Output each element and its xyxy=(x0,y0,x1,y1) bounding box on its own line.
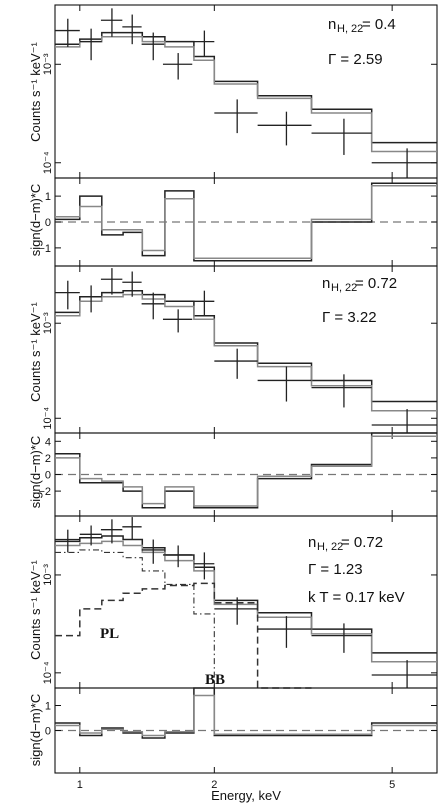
data-point xyxy=(214,597,258,625)
y-tick-label: 1 xyxy=(45,191,51,203)
y-tick-label: 2 xyxy=(45,453,51,465)
annotation-panel-3: n H, 22 = 0.72 Γ = 1.23 k T = 0.17 keV P… xyxy=(100,534,405,688)
y-tick-label: −2 xyxy=(38,486,51,498)
data-point xyxy=(193,30,215,57)
y-tick-label: 10⁻⁴ xyxy=(42,661,54,684)
nh-symbol: n xyxy=(308,534,316,551)
data-point xyxy=(257,366,312,402)
y-tick-label: 10⁻⁴ xyxy=(42,407,54,430)
data-point xyxy=(55,529,80,553)
model-line-1 xyxy=(55,540,437,663)
data-point xyxy=(79,285,102,313)
nh-symbol: n xyxy=(322,275,330,292)
x-axis-label: Energy, keV xyxy=(211,788,281,803)
nh-subscript: H, 22 xyxy=(331,282,357,294)
gamma-value: Γ = 1.23 xyxy=(308,561,363,578)
y-tick-label: −1 xyxy=(38,243,51,255)
nh-symbol: n xyxy=(328,16,336,33)
data-point xyxy=(162,309,193,333)
annotation-panel-2: n H, 22 = 0.72 Γ = 3.22 xyxy=(322,275,397,326)
data-point xyxy=(214,348,258,379)
y-tick-label: 1 xyxy=(45,701,51,713)
model-line-1 xyxy=(55,293,437,412)
data-point xyxy=(371,409,437,433)
gamma-value: Γ = 3.22 xyxy=(322,309,377,326)
data-point xyxy=(214,99,258,134)
power-law-component-line-2 xyxy=(55,582,312,689)
data-point xyxy=(141,292,165,320)
gamma-value: Γ = 2.59 xyxy=(328,51,383,68)
data-point xyxy=(100,8,123,37)
y-tick-label: 0 xyxy=(45,217,51,229)
residual-line-1 xyxy=(55,694,437,737)
y-tick-label: 0 xyxy=(45,470,51,482)
data-point xyxy=(257,111,312,146)
y-tick-label: 4 xyxy=(45,436,51,448)
data-point xyxy=(162,545,193,568)
y-tick-label: 0 xyxy=(45,726,51,738)
data-point xyxy=(311,374,372,408)
x-tick-label: 5 xyxy=(389,779,395,791)
y-axis-label-residuals-1: sign(d−m)*C xyxy=(28,184,43,257)
nh-value: = 0.72 xyxy=(341,534,383,551)
data-point xyxy=(193,290,215,316)
data-point xyxy=(100,268,123,295)
model-line-1 xyxy=(55,36,437,153)
data-point xyxy=(371,660,437,688)
panel-spectrum-2: 10⁻³ 10⁻⁴ xyxy=(42,265,438,434)
data-point xyxy=(257,616,312,648)
y-tick-label: 10⁻³ xyxy=(42,564,54,586)
annotation-panel-1: n H, 22 = 0.4 Γ = 2.59 xyxy=(328,16,396,68)
data-point xyxy=(141,32,165,61)
data-point xyxy=(79,28,102,61)
x-tick-label: 1 xyxy=(77,779,83,791)
y-axis-label-residuals-2: sign(d−m)*C xyxy=(28,436,43,509)
nh-subscript: H, 22 xyxy=(337,23,363,35)
y-tick-label: 10⁻³ xyxy=(42,53,54,75)
y-axis-label-residuals-3: sign(d−m)*C xyxy=(28,694,43,767)
panel-residuals-2: 4 2 0 −2 xyxy=(38,432,438,517)
data-point xyxy=(162,53,193,80)
data-point xyxy=(100,519,123,544)
data-point xyxy=(79,525,102,546)
nh-value: = 0.72 xyxy=(355,275,397,292)
y-axis-label-spectrum-1: Counts s⁻¹ keV⁻¹ xyxy=(28,41,43,141)
data-point xyxy=(141,539,165,564)
y-axis-label-spectrum-2: Counts s⁻¹ keV⁻¹ xyxy=(28,301,43,401)
data-point xyxy=(371,148,437,178)
panel-spectrum-3: 10⁻³ 10⁻⁴ xyxy=(42,515,438,689)
data-point xyxy=(193,552,215,580)
y-tick-label: 10⁻³ xyxy=(42,312,54,334)
x-tick-label: 2 xyxy=(211,779,217,791)
pl-label: PL xyxy=(100,626,119,642)
y-tick-label: 10⁻⁴ xyxy=(42,151,54,174)
panel-residuals-3: 1 0 1 2 5 xyxy=(45,687,438,791)
data-point xyxy=(55,280,80,310)
kt-value: k T = 0.17 keV xyxy=(308,589,405,606)
residual-line-1 xyxy=(55,185,437,259)
blackbody-component-line-3 xyxy=(55,549,258,689)
data-point xyxy=(55,18,80,47)
data-point xyxy=(122,271,142,297)
data-point xyxy=(311,118,372,155)
nh-subscript: H, 22 xyxy=(317,541,343,553)
bb-label: BB xyxy=(205,672,225,688)
y-axis-label-spectrum-3: Counts s⁻¹ keV⁻¹ xyxy=(28,559,43,659)
data-point xyxy=(122,517,142,540)
residual-line-1 xyxy=(55,435,437,507)
data-point xyxy=(122,14,142,45)
nh-value: = 0.4 xyxy=(362,16,396,33)
data-point xyxy=(311,623,372,653)
